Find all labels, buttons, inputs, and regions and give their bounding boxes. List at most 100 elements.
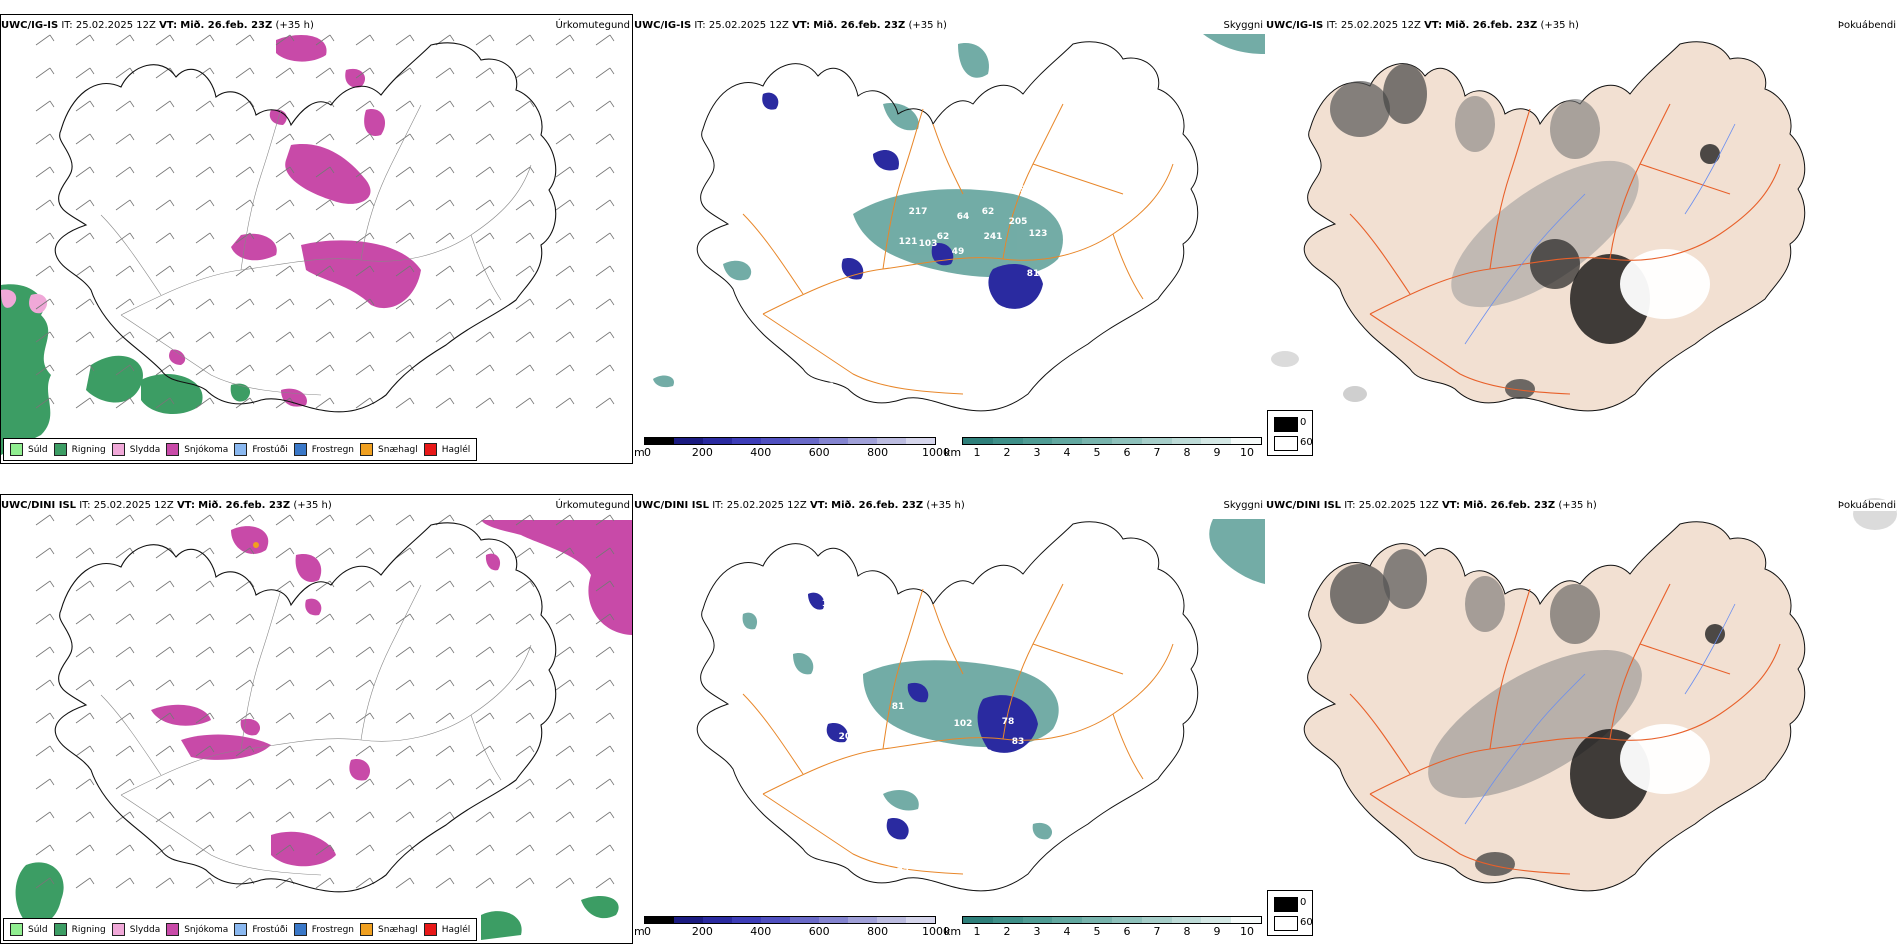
wind-barb — [475, 712, 495, 724]
road-network — [100, 584, 532, 876]
wind-barb — [195, 133, 215, 145]
visibility-value-label: 190 — [1014, 185, 1033, 195]
wind-barb — [155, 580, 175, 592]
visibility-value-label: 9 — [840, 247, 846, 257]
wind-barb — [235, 232, 255, 244]
wind-barb — [595, 778, 615, 790]
wind-barb — [515, 877, 535, 889]
wind-barb — [195, 265, 215, 277]
colorbar-segment — [1052, 438, 1083, 444]
wind-barb — [35, 613, 55, 625]
wind-barb — [275, 646, 295, 658]
colorbar-segment — [761, 438, 790, 444]
wind-barb — [595, 364, 615, 376]
legend-label: Snjókoma — [184, 444, 229, 455]
wind-barb — [35, 331, 55, 343]
lead-time: (+35 h) — [293, 500, 332, 511]
init-time-label: IT: — [1326, 20, 1338, 31]
wind-barb — [355, 514, 375, 526]
wind-barb — [475, 679, 495, 691]
wind-barb — [475, 646, 495, 658]
wind-barb — [195, 199, 215, 211]
wind-barb — [155, 67, 175, 79]
wind-barb — [355, 364, 375, 376]
wind-barb — [195, 100, 215, 112]
legend-item-sudd: Súld — [10, 923, 48, 936]
wind-barb — [475, 364, 495, 376]
colorbar-tick: 4 — [1063, 446, 1071, 459]
legend-item-frostregn: Frostregn — [293, 443, 354, 456]
wind-barb — [595, 397, 615, 409]
wind-barb — [315, 298, 335, 310]
wind-barb — [115, 877, 135, 889]
visibility-value-label: 64 — [957, 212, 970, 222]
wind-barb — [595, 298, 615, 310]
visibility-km-areas — [742, 519, 1265, 840]
wind-barb — [155, 712, 175, 724]
valid-time: Mið. 26.feb. 23Z — [813, 20, 906, 31]
wind-barb — [595, 199, 615, 211]
wind-barb — [515, 34, 535, 46]
legend-label: Rigning — [71, 924, 106, 935]
wind-barb — [475, 298, 495, 310]
wind-barb — [275, 166, 295, 178]
init-time-label: IT: — [1344, 500, 1356, 511]
wind-barb — [555, 397, 575, 409]
visibility-value-label: 94 — [907, 839, 920, 849]
wind-barb — [75, 331, 95, 343]
wind-barb — [595, 100, 615, 112]
wind-barb — [515, 580, 535, 592]
panel-title-fog: Þokuábendi — [1835, 20, 1896, 31]
colorbar-segment — [877, 438, 906, 444]
valid-time: Mið. 26.feb. 23Z — [180, 20, 273, 31]
wind-barb — [35, 298, 55, 310]
road-network — [100, 104, 532, 396]
wind-barb — [155, 166, 175, 178]
legend-label: Slydda — [129, 444, 161, 455]
wind-barb — [435, 199, 455, 211]
wind-barb — [275, 265, 295, 277]
wind-barb — [475, 166, 495, 178]
wind-barb — [555, 877, 575, 889]
visibility-value-label: 81 — [1027, 269, 1040, 279]
legend-label: Haglél — [441, 924, 471, 935]
wind-barb — [115, 364, 135, 376]
colorbar-segment — [1022, 438, 1053, 444]
init-time: 25.02.2025 12Z — [726, 500, 807, 511]
wind-barb — [355, 844, 375, 856]
visibility-value-label: 15 — [822, 599, 835, 609]
wind-barb — [35, 877, 55, 889]
wind-barb — [115, 166, 135, 178]
wind-barb — [275, 100, 295, 112]
wind-barb — [35, 712, 55, 724]
wind-barb — [475, 613, 495, 625]
wind-barb — [355, 331, 375, 343]
wind-barb — [235, 397, 255, 409]
wind-barb — [235, 514, 255, 526]
legend-swatch — [111, 443, 125, 456]
legend-swatch — [234, 923, 248, 936]
visibility-value-label: 205 — [1009, 217, 1028, 227]
colorbar-tick: 9 — [1213, 925, 1221, 938]
wind-barb — [555, 67, 575, 79]
fog-indicator-map — [1271, 41, 1806, 412]
wind-barb — [75, 166, 95, 178]
wind-barb — [515, 331, 535, 343]
wind-barb — [595, 265, 615, 277]
wind-barb — [315, 364, 335, 376]
wind-barb — [315, 166, 335, 178]
iceland-coastline — [696, 41, 1199, 412]
colorbar-tick: 0 — [644, 925, 651, 938]
wind-barb — [275, 778, 295, 790]
wind-barb — [115, 844, 135, 856]
wind-barb — [75, 34, 95, 46]
wind-barb — [35, 100, 55, 112]
visibility-m-colorbar: 0 200 400 600 800 1000 — [644, 437, 950, 460]
wind-barb — [35, 778, 55, 790]
fog-shading — [1330, 498, 1897, 876]
legend-label: Frostúði — [252, 924, 288, 935]
wind-barb — [315, 778, 335, 790]
wind-barb — [315, 514, 335, 526]
lead-time: (+35 h) — [908, 20, 947, 31]
